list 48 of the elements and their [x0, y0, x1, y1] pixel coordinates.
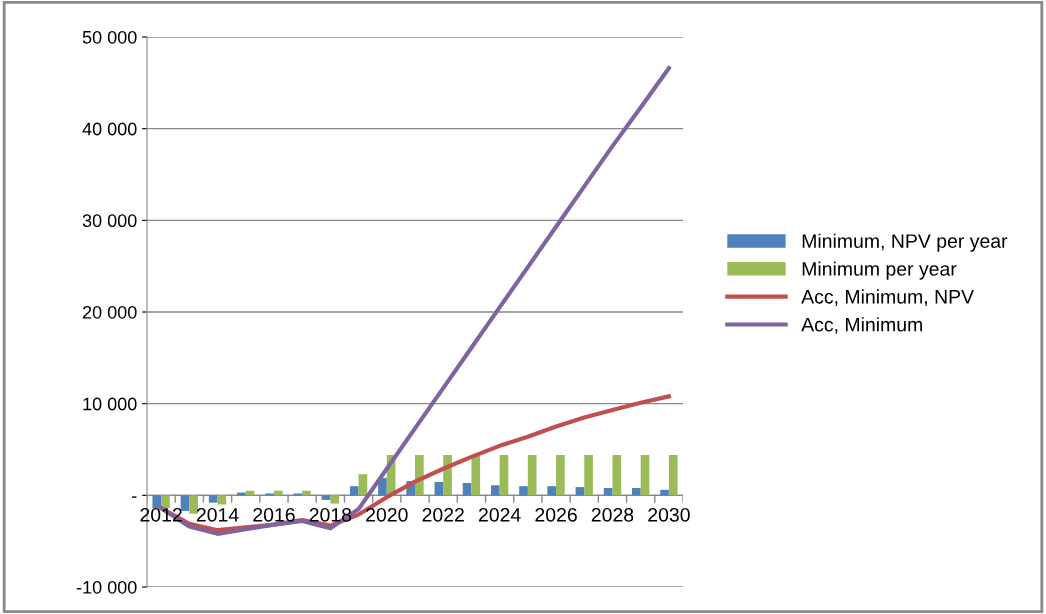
x-tick-label: 2028 — [591, 507, 634, 522]
bar — [349, 486, 359, 496]
bar — [273, 490, 283, 496]
bar — [668, 455, 678, 496]
bar — [490, 485, 500, 496]
x-tick-label: 2020 — [366, 507, 408, 522]
bar — [189, 495, 198, 514]
legend-label: Minimum per year — [802, 261, 957, 280]
bar — [547, 486, 557, 496]
bar — [208, 495, 218, 503]
x-tick-label: 2024 — [478, 507, 521, 522]
y-tick-label: 50 000 — [82, 30, 137, 44]
y-tick-label: -10 000 — [76, 580, 137, 594]
bar — [378, 477, 387, 496]
y-tick-label: 10 000 — [83, 397, 137, 411]
legend-label: Acc, Minimum — [801, 317, 922, 334]
bar — [584, 455, 593, 496]
x-tick-label: 2018 — [309, 507, 352, 522]
bar — [612, 455, 622, 496]
bar — [660, 489, 669, 496]
bar — [499, 455, 509, 496]
x-tick-label: 2016 — [253, 507, 295, 522]
bar — [434, 482, 444, 496]
bar — [632, 488, 641, 496]
x-tick-label: 2030 — [648, 507, 690, 522]
bar — [217, 495, 227, 505]
legend-label: Minimum, NPV per year — [802, 233, 1008, 252]
bar — [330, 495, 340, 504]
bar — [358, 474, 368, 496]
y-tick-label: 40 000 — [82, 122, 137, 136]
bar — [462, 482, 472, 496]
y-tick-label: 20 000 — [82, 305, 137, 319]
x-tick-label: 2026 — [535, 507, 577, 522]
y-tick-label: 30 000 — [82, 214, 137, 228]
bar — [161, 495, 170, 509]
bar — [152, 495, 162, 509]
bar — [640, 455, 650, 496]
x-tick-label: 2014 — [196, 507, 239, 522]
y-tick-label: - — [132, 496, 137, 498]
bar — [519, 486, 528, 496]
x-tick-label: 2022 — [422, 507, 464, 522]
bar — [302, 490, 311, 496]
bar — [471, 455, 481, 496]
bar — [527, 455, 537, 496]
bar — [556, 455, 565, 496]
legend-label: Acc, Minimum, NPV — [801, 289, 974, 306]
bar — [180, 495, 190, 511]
bar — [321, 495, 331, 500]
